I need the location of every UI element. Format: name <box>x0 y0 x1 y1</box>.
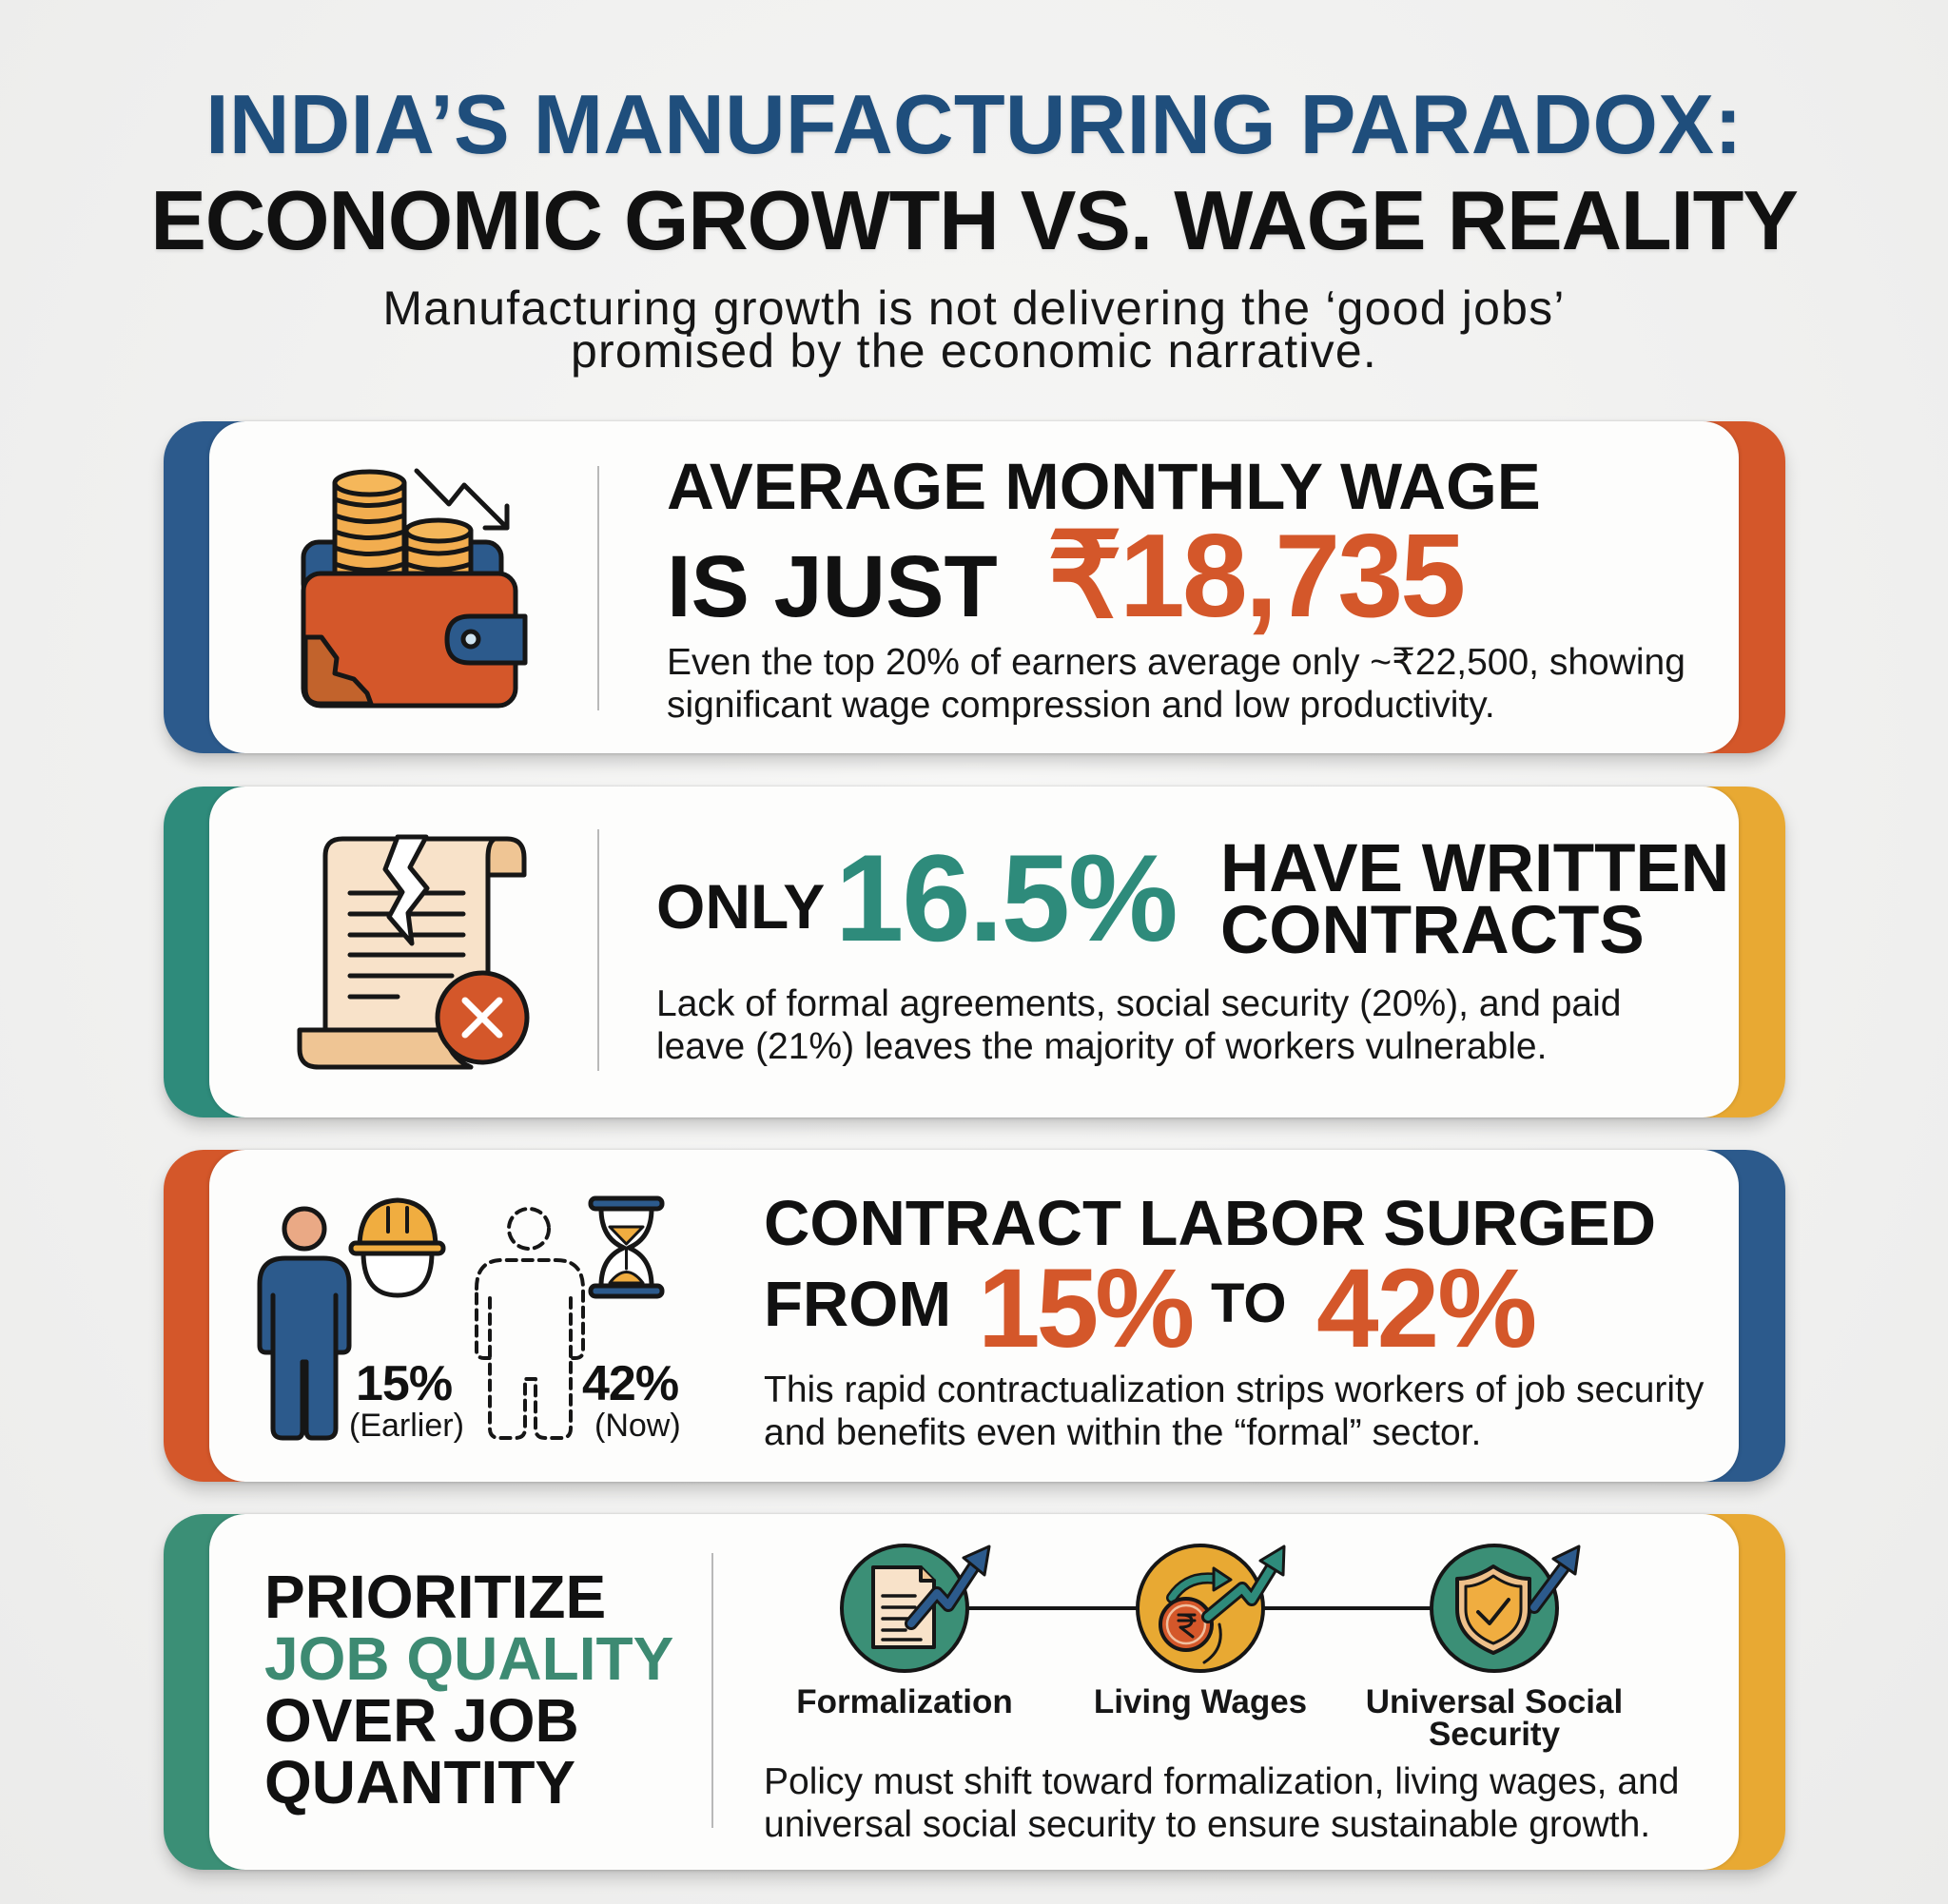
policy-heading-line-1: PRIORITIZE <box>264 1563 607 1631</box>
from-label: FROM <box>764 1269 952 1340</box>
from-value: 15% <box>978 1246 1195 1371</box>
earlier-percentage: 15% <box>356 1356 453 1411</box>
card-divider <box>711 1553 713 1828</box>
contract-worker-dashed-icon <box>475 1207 585 1440</box>
step-label-text: Universal Social <box>1365 1683 1624 1720</box>
contracts-description-line-1: Lack of formal agreements, social securi… <box>656 983 1622 1024</box>
contracts-description: Lack of formal agreements, social securi… <box>656 982 1621 1068</box>
to-value: 42% <box>1316 1246 1537 1371</box>
wage-description-line-1: Even the top 20% of earners average only… <box>667 642 1685 683</box>
card-contract-labor: 15% (Earlier) 42% (Now) CONTRACT LABOR S… <box>164 1150 1785 1482</box>
permanent-worker-icon <box>257 1206 352 1441</box>
step-label-text: Formalization <box>796 1683 1013 1720</box>
policy-heading-line-2: JOB QUALITY <box>264 1624 674 1693</box>
formalization-document-icon <box>840 1544 991 1673</box>
title-line-2: ECONOMIC GROWTH VS. WAGE REALITY <box>150 173 1799 267</box>
card-divider <box>597 829 599 1071</box>
hourglass-icon <box>588 1195 665 1299</box>
step-label-text: Living Wages <box>1093 1683 1308 1720</box>
broken-contract-icon <box>297 834 530 1070</box>
step-label-living-wages: Living Wages <box>1058 1683 1343 1720</box>
wage-heading-prefix: IS JUST <box>667 538 998 635</box>
workers-comparison-icon <box>257 1195 665 1441</box>
wage-amount: ₹18,735 <box>1047 511 1466 642</box>
policy-description-line-2: universal social security to ensure sust… <box>764 1804 1651 1845</box>
contracts-heading-line-1: HAVE WRITTEN <box>1220 831 1730 906</box>
page-title: INDIA’S MANUFACTURING PARADOX: ECONOMIC … <box>0 76 1948 268</box>
card-average-wage: AVERAGE MONTHLY WAGE IS JUST ₹18,735 Eve… <box>164 421 1785 753</box>
contract-labor-description: This rapid contractualization strips wor… <box>764 1369 1704 1454</box>
wallet-coins-declining-icon <box>301 468 528 709</box>
policy-heading-line-4: QUANTITY <box>264 1748 576 1817</box>
now-percentage: 42% <box>582 1356 679 1411</box>
subtitle-line-1: Manufacturing growth is not delivering t… <box>382 282 1566 335</box>
contract-labor-heading: CONTRACT LABOR SURGED <box>764 1188 1656 1259</box>
card-policy-priority: PRIORITIZE JOB QUALITY OVER JOB QUANTITY <box>164 1514 1785 1870</box>
policy-steps-icons <box>840 1544 1581 1673</box>
to-label: TO <box>1211 1273 1287 1334</box>
wage-description-line-2: significant wage compression and low pro… <box>667 685 1495 726</box>
wage-heading: AVERAGE MONTHLY WAGE <box>667 450 1541 523</box>
living-wages-rupee-icon <box>1136 1544 1286 1673</box>
card-divider <box>597 466 599 710</box>
card-written-contracts: ONLY 16.5% HAVE WRITTEN CONTRACTS Lack o… <box>164 787 1785 1117</box>
title-line-1: INDIA’S MANUFACTURING PARADOX: <box>205 77 1743 171</box>
contract-labor-description-line-2: and benefits even within the “formal” se… <box>764 1412 1482 1453</box>
social-security-shield-icon <box>1430 1544 1581 1673</box>
now-label: (Now) <box>594 1408 681 1444</box>
policy-description: Policy must shift toward formalization, … <box>764 1760 1679 1846</box>
contracts-percentage: 16.5% <box>835 828 1179 967</box>
page-subtitle: Manufacturing growth is not delivering t… <box>0 282 1948 378</box>
contract-labor-description-line-1: This rapid contractualization strips wor… <box>764 1370 1704 1410</box>
subtitle-line-2: promised by the economic narrative. <box>571 324 1377 378</box>
earlier-label: (Earlier) <box>349 1408 464 1444</box>
step-label-universal-social-security: Universal Social Security <box>1352 1683 1637 1753</box>
contracts-heading-line-2: CONTRACTS <box>1220 893 1645 968</box>
policy-heading-line-3: OVER JOB <box>264 1686 579 1755</box>
step-label-text: Security <box>1428 1716 1561 1753</box>
contracts-description-line-2: leave (21%) leaves the majority of worke… <box>656 1026 1548 1067</box>
step-label-formalization: Formalization <box>762 1683 1047 1720</box>
hard-hat-icon <box>348 1197 446 1298</box>
wage-description: Even the top 20% of earners average only… <box>667 641 1685 727</box>
contracts-prefix: ONLY <box>656 871 826 942</box>
card-panel <box>209 1150 1739 1482</box>
policy-heading: PRIORITIZE JOB QUALITY OVER JOB QUANTITY <box>264 1566 673 1814</box>
policy-description-line-1: Policy must shift toward formalization, … <box>764 1761 1680 1802</box>
